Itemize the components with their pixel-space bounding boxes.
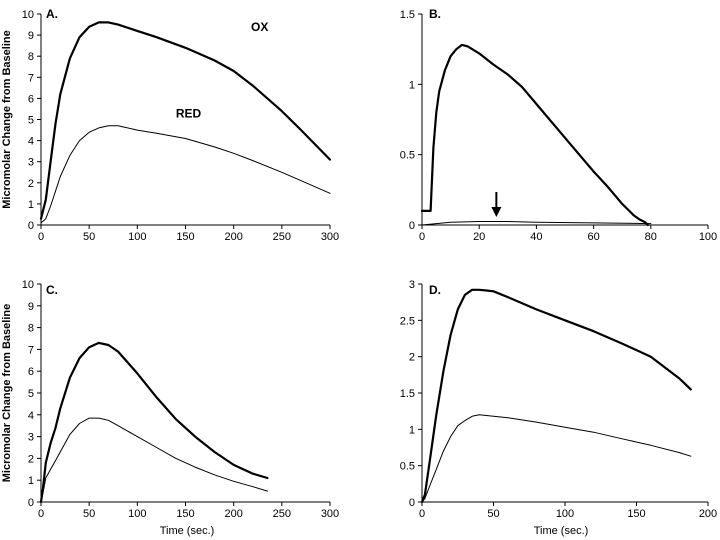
y-tick-label: 4 — [28, 136, 34, 148]
x-tick-label: 50 — [83, 231, 95, 243]
arrow-annotation — [491, 192, 502, 217]
panel-label: D. — [429, 283, 441, 297]
y-tick-label: 3 — [28, 157, 34, 169]
x-tick-label: 100 — [556, 508, 574, 520]
series-line-thin — [421, 414, 692, 503]
x-tick-label: 150 — [176, 231, 194, 243]
panel-label: A. — [46, 7, 58, 21]
series-line-thick — [420, 288, 692, 504]
series-label: RED — [176, 106, 202, 120]
y-tick-label: 8 — [28, 51, 34, 63]
y-tick-label: 0 — [409, 220, 415, 232]
y-tick-label: 1.5 — [400, 9, 415, 21]
y-tick-label: 7 — [28, 72, 34, 84]
y-tick-label: 5 — [28, 115, 34, 127]
series-line-thin — [40, 125, 331, 224]
y-tick-label: 1 — [28, 475, 34, 487]
x-tick-label: 300 — [321, 231, 339, 243]
y-tick-label: 0.5 — [400, 150, 415, 162]
y-tick-label: 4 — [28, 410, 34, 422]
panel-d: 0 50 100 150 200 0 0.5 1 1.5 2 2.5 3 D. Time (sec.) — [400, 279, 717, 537]
x-tick-label: 60 — [587, 231, 599, 243]
y-tick-label: 10 — [22, 279, 34, 291]
y-tick-label: 3 — [409, 279, 415, 291]
x-tick-label: 0 — [38, 231, 44, 243]
y-tick-label: 1 — [28, 199, 34, 211]
panel-a: 0 50 100 150 200 250 300 0 1 2 3 4 5 6 7 8 9 10 A. Micromol… — [1, 7, 339, 243]
x-tick-label: 200 — [224, 231, 242, 243]
series-line-thick — [420, 43, 650, 227]
x-tick-label: 100 — [128, 231, 146, 243]
y-tick-label: 0 — [28, 497, 34, 509]
y-tick-label: 10 — [22, 9, 34, 21]
x-tick-label: 50 — [487, 508, 499, 520]
y-tick-label: 3 — [28, 432, 34, 444]
x-tick-label: 0 — [419, 231, 425, 243]
panel-b: 0 20 40 60 80 100 0 0.5 1 1.5 B. — [400, 7, 717, 243]
y-tick-label: 0 — [28, 220, 34, 232]
y-tick-label: 5 — [28, 388, 34, 400]
series-line-thick — [39, 21, 332, 220]
arrow-head — [491, 207, 502, 217]
x-tick-label: 300 — [321, 508, 339, 520]
x-axis-title: Time (sec.) — [160, 525, 215, 537]
y-tick-label: 9 — [28, 301, 34, 313]
x-tick-label: 80 — [645, 231, 657, 243]
panel-label: B. — [429, 7, 441, 21]
y-axis-title: Micromolar Change from Baseline — [1, 30, 13, 209]
y-tick-label: 2 — [409, 352, 415, 364]
y-tick-label: 8 — [28, 323, 34, 335]
y-tick-label: 2 — [28, 453, 34, 465]
x-tick-label: 250 — [273, 508, 291, 520]
x-tick-label: 100 — [699, 231, 717, 243]
x-tick-label: 150 — [176, 508, 194, 520]
x-tick-label: 20 — [473, 231, 485, 243]
y-tick-label: 1 — [409, 424, 415, 436]
x-tick-label: 150 — [627, 508, 645, 520]
series-line-thick — [39, 341, 269, 504]
x-tick-label: 200 — [224, 508, 242, 520]
x-tick-label: 0 — [419, 508, 425, 520]
y-tick-label: 6 — [28, 366, 34, 378]
panel-c: 0 50 100 150 200 250 300 0 1 2 3 4 5 6 7 8 9 10 C. Micromol… — [1, 279, 339, 537]
panel-label: C. — [46, 283, 58, 297]
x-tick-label: 50 — [83, 508, 95, 520]
x-tick-label: 250 — [273, 231, 291, 243]
y-tick-label: 9 — [28, 30, 34, 42]
x-tick-label: 200 — [699, 508, 717, 520]
y-tick-label: 6 — [28, 93, 34, 105]
x-tick-label: 100 — [128, 508, 146, 520]
series-label: OX — [251, 20, 268, 34]
y-tick-label: 1.5 — [400, 388, 415, 400]
x-axis-title: Time (sec.) — [534, 525, 589, 537]
y-tick-label: 0 — [409, 497, 415, 509]
series-line-thin — [40, 417, 268, 503]
y-tick-label: 0.5 — [400, 461, 415, 473]
y-axis-title: Micromolar Change from Baseline — [1, 304, 13, 483]
series-line-thin — [421, 221, 652, 226]
y-tick-label: 2.5 — [400, 315, 415, 327]
y-tick-label: 1 — [409, 79, 415, 91]
y-tick-label: 7 — [28, 344, 34, 356]
x-tick-label: 0 — [38, 508, 44, 520]
y-tick-label: 2 — [28, 178, 34, 190]
x-tick-label: 40 — [530, 231, 542, 243]
